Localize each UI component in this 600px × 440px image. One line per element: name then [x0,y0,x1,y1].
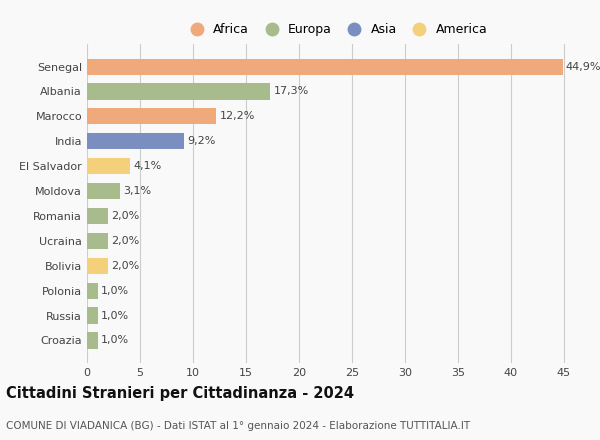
Text: 2,0%: 2,0% [112,261,140,271]
Text: Cittadini Stranieri per Cittadinanza - 2024: Cittadini Stranieri per Cittadinanza - 2… [6,386,354,401]
Bar [87,133,184,149]
Legend: Africa, Europa, Asia, America: Africa, Europa, Asia, America [179,18,493,41]
Bar [87,332,98,348]
Bar [87,158,130,174]
Bar [87,308,98,323]
Text: 9,2%: 9,2% [188,136,216,146]
Text: COMUNE DI VIADANICA (BG) - Dati ISTAT al 1° gennaio 2024 - Elaborazione TUTTITAL: COMUNE DI VIADANICA (BG) - Dati ISTAT al… [6,421,470,431]
Text: 44,9%: 44,9% [566,62,600,72]
Text: 17,3%: 17,3% [274,87,309,96]
Bar [87,108,216,125]
Text: 3,1%: 3,1% [123,186,151,196]
Text: 4,1%: 4,1% [134,161,162,171]
Text: 12,2%: 12,2% [220,111,255,121]
Text: 2,0%: 2,0% [112,211,140,221]
Bar [87,84,271,99]
Text: 1,0%: 1,0% [101,286,129,296]
Bar [87,183,120,199]
Text: 2,0%: 2,0% [112,236,140,246]
Bar [87,282,98,299]
Bar [87,208,108,224]
Bar [87,233,108,249]
Bar [87,59,563,75]
Text: 1,0%: 1,0% [101,335,129,345]
Text: 1,0%: 1,0% [101,311,129,320]
Bar [87,258,108,274]
